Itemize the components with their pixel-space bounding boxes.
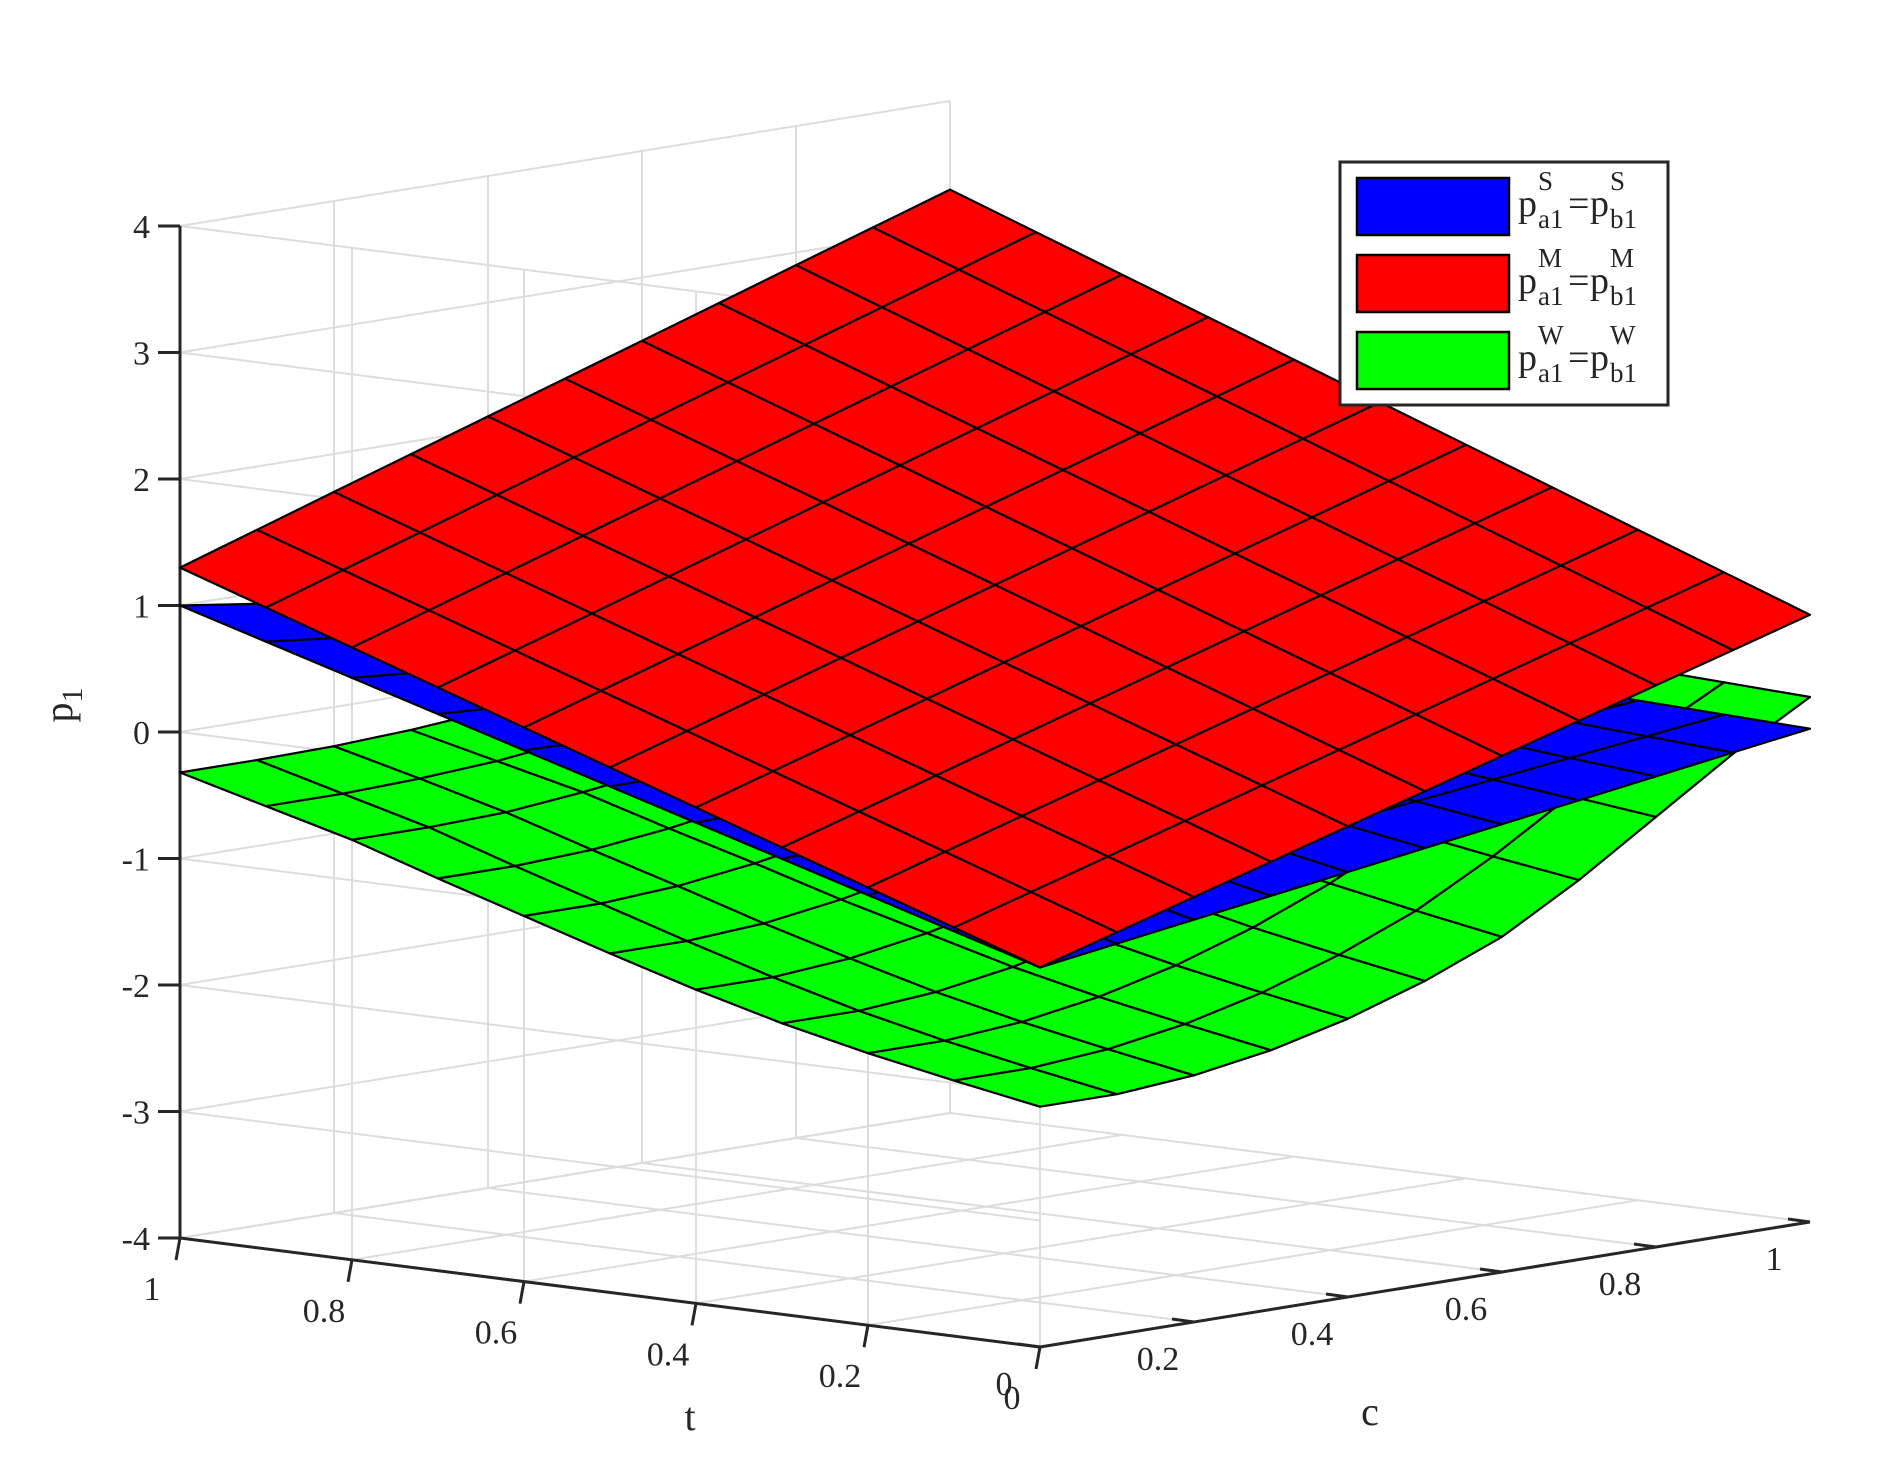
z-tick-label: -1 bbox=[122, 842, 150, 879]
y-tick-mark bbox=[174, 1237, 182, 1261]
legend-label-subscript: a1 bbox=[1538, 281, 1563, 311]
z-axis-label-base: p bbox=[36, 703, 81, 723]
legend-label-equals: = bbox=[1568, 260, 1589, 302]
z-tick-label: -2 bbox=[122, 968, 150, 1005]
z-axis-label-subscript: 1 bbox=[56, 688, 89, 703]
z-tick-label: 3 bbox=[133, 336, 150, 373]
back-wall-grid-horizontal bbox=[179, 1112, 951, 1239]
legend-label-subscript: a1 bbox=[1538, 204, 1563, 234]
side-wall-grid-horizontal bbox=[179, 1110, 1041, 1222]
z-tick-label: 4 bbox=[133, 209, 150, 246]
surface-series-1 bbox=[178, 188, 1812, 969]
floor-grid-line-c bbox=[487, 1187, 1349, 1298]
legend-swatch bbox=[1355, 176, 1511, 237]
legend-label-base: p bbox=[1518, 260, 1537, 302]
legend-label-subscript: a1 bbox=[1538, 358, 1563, 388]
x-tick-label: 1 bbox=[1766, 1241, 1783, 1278]
floor-grid-line-c bbox=[641, 1162, 1503, 1273]
x-tick-label: 0.6 bbox=[1445, 1291, 1488, 1328]
y-tick-mark bbox=[1034, 1346, 1042, 1370]
floor-grid-line-c bbox=[795, 1137, 1657, 1248]
floor-grid-line-c bbox=[949, 1112, 1811, 1223]
y-tick-mark bbox=[346, 1259, 354, 1283]
x-tick-mark bbox=[1633, 1242, 1657, 1249]
x-tick-label: 0 bbox=[996, 1366, 1013, 1403]
legend-label-equals: = bbox=[1568, 337, 1589, 379]
y-tick-label: 0.2 bbox=[819, 1358, 862, 1395]
legend-label-base: p bbox=[1590, 337, 1609, 379]
x-tick-mark bbox=[1325, 1292, 1349, 1299]
back-wall-grid-horizontal bbox=[179, 226, 951, 354]
floor-grid-line-t bbox=[523, 1155, 1295, 1283]
legend-label-base: p bbox=[1590, 260, 1609, 302]
y-tick-label: 0.4 bbox=[647, 1336, 690, 1373]
x-tick-label: 0.4 bbox=[1291, 1316, 1334, 1353]
legend-label-superscript: M bbox=[1610, 243, 1634, 273]
legend-label-base: p bbox=[1590, 183, 1609, 225]
floor-grid-line-t bbox=[695, 1177, 1467, 1305]
legend-label-base: p bbox=[1518, 183, 1537, 225]
y-tick-label: 0.8 bbox=[303, 1293, 346, 1330]
back-wall-grid-horizontal bbox=[179, 100, 951, 227]
y-tick-mark bbox=[862, 1324, 870, 1348]
legend-label-superscript: M bbox=[1538, 243, 1562, 273]
x-tick-mark bbox=[1171, 1317, 1195, 1324]
z-axis-label: p1 bbox=[36, 688, 89, 723]
y-tick-label: 0 bbox=[1004, 1380, 1021, 1417]
floor-grid-line-c bbox=[333, 1212, 1195, 1323]
y-tick-mark bbox=[690, 1303, 698, 1326]
floor-grid-line-t bbox=[351, 1133, 1123, 1261]
legend-label-superscript: W bbox=[1610, 320, 1636, 350]
legend-label-superscript: W bbox=[1538, 320, 1564, 350]
side-wall-grid-horizontal bbox=[179, 984, 1041, 1095]
x-axis-label: c bbox=[1361, 1389, 1379, 1434]
y-axis-label: t bbox=[684, 1394, 695, 1439]
z-tick-label: 1 bbox=[133, 589, 150, 626]
surfaces bbox=[178, 188, 1812, 1108]
z-tick-label: 2 bbox=[133, 462, 150, 499]
legend-label-superscript: S bbox=[1610, 166, 1625, 196]
y-tick-label: 0.6 bbox=[475, 1315, 518, 1352]
legend-label-base: p bbox=[1518, 337, 1537, 379]
z-tick-label: 0 bbox=[133, 715, 150, 752]
x-axis-line bbox=[1039, 1220, 1811, 1349]
legend-label-subscript: b1 bbox=[1610, 281, 1637, 311]
x-tick-label: 0.8 bbox=[1599, 1266, 1642, 1303]
z-tick-label: -3 bbox=[122, 1095, 150, 1132]
svg-text:p1: p1 bbox=[36, 688, 89, 723]
legend-label-subscript: b1 bbox=[1610, 358, 1637, 388]
axes-ticks: 0 0.2 0.4 0.6 0.8 1 0 0.2 0.4 0.6 0.8 1 -4 -3 -2 -1 0 1 2 3… bbox=[122, 209, 1811, 1417]
x-tick-mark bbox=[1017, 1342, 1041, 1349]
y-tick-mark bbox=[518, 1281, 526, 1304]
surface-patch bbox=[1645, 713, 1812, 754]
legend-swatch bbox=[1355, 253, 1511, 314]
legend-label-subscript: b1 bbox=[1610, 204, 1637, 234]
surface-patch bbox=[1645, 571, 1812, 652]
y-axis-line bbox=[179, 1236, 1041, 1349]
legend-swatch bbox=[1355, 330, 1511, 391]
floor-grid-line-t bbox=[867, 1199, 1639, 1327]
legend-label-equals: = bbox=[1568, 183, 1589, 225]
x-tick-mark bbox=[1479, 1267, 1503, 1274]
x-tick-label: 0.2 bbox=[1137, 1341, 1180, 1378]
z-tick-label: -4 bbox=[122, 1221, 150, 1258]
x-tick-mark bbox=[1787, 1217, 1811, 1224]
legend-label-superscript: S bbox=[1538, 166, 1553, 196]
y-tick-label: 1 bbox=[144, 1271, 161, 1308]
